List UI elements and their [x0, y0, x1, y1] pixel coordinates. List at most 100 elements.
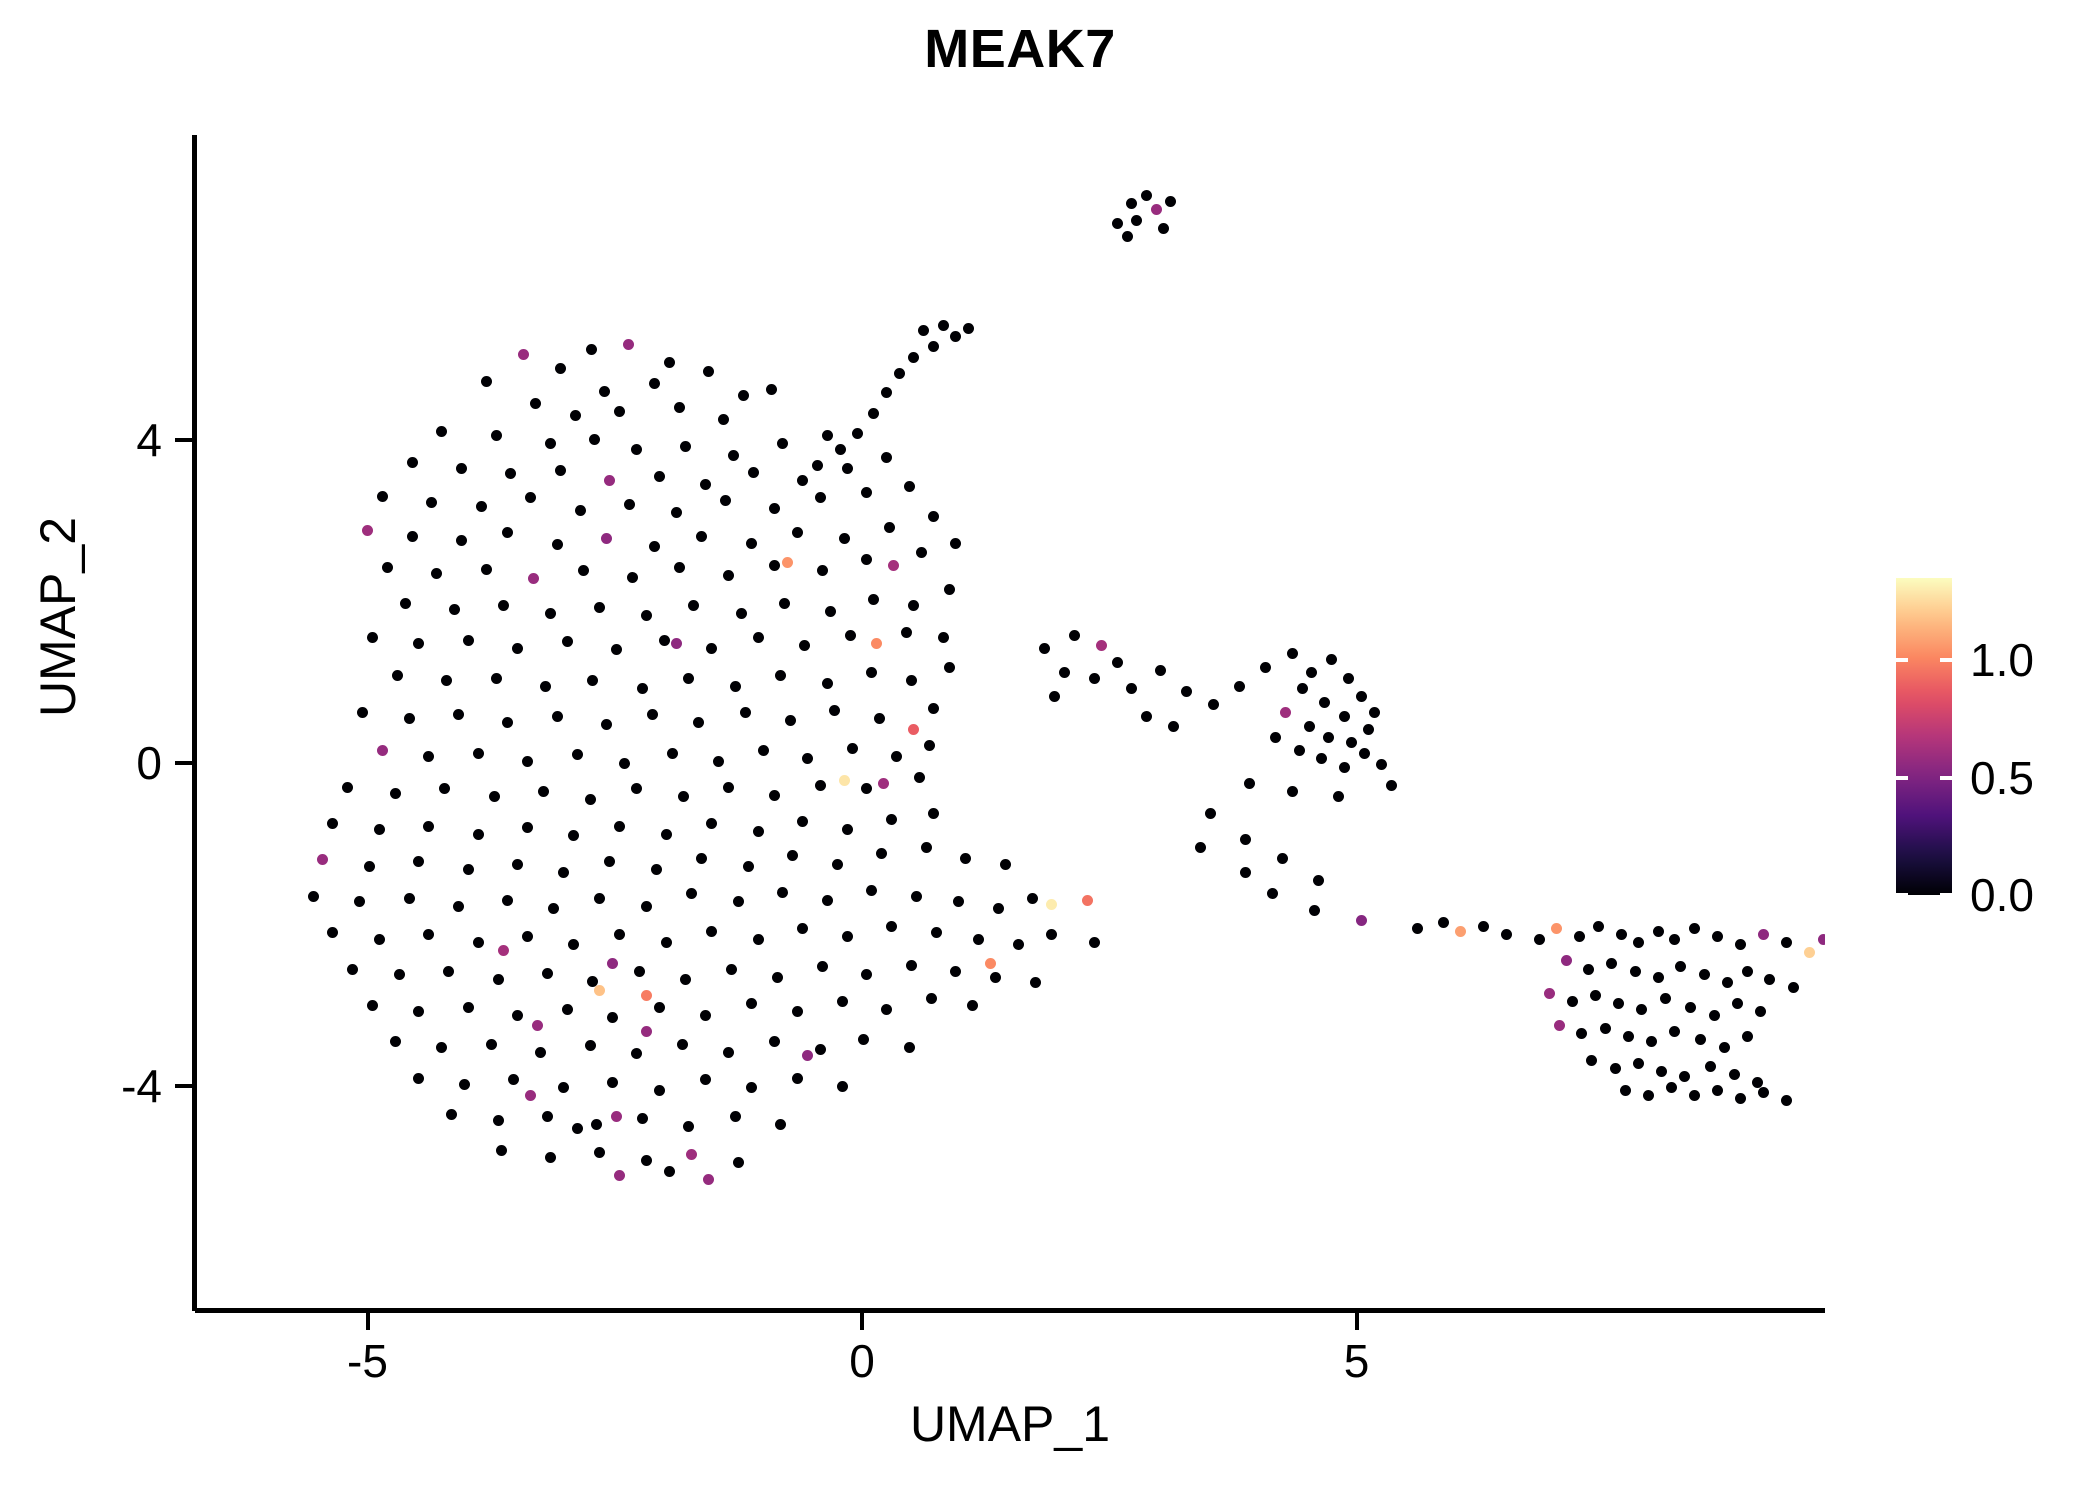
- scatter-point: [787, 850, 799, 862]
- scatter-point: [876, 847, 888, 859]
- scatter-point: [706, 925, 718, 937]
- scatter-point: [881, 387, 893, 399]
- scatter-point: [373, 823, 385, 835]
- scatter-point: [1269, 731, 1281, 743]
- scatter-point: [541, 967, 553, 979]
- scatter-point: [1234, 680, 1246, 692]
- scatter-point: [492, 974, 504, 986]
- scatter-point: [838, 532, 850, 544]
- scatter-point: [488, 791, 500, 803]
- scatter-point: [1613, 998, 1625, 1010]
- scatter-point: [1316, 753, 1328, 765]
- scatter-point: [1622, 1030, 1634, 1042]
- scatter-point: [1573, 931, 1585, 943]
- scatter-point: [631, 1048, 642, 1060]
- scatter-point: [1629, 965, 1641, 977]
- scatter-point: [683, 672, 695, 684]
- scatter-point: [950, 330, 962, 342]
- scatter-point: [811, 460, 823, 472]
- scatter-point: [1323, 731, 1335, 743]
- scatter-point: [676, 1038, 688, 1050]
- scatter-point: [554, 465, 566, 476]
- scatter-point: [1695, 1033, 1707, 1045]
- scatter-point: [611, 644, 623, 656]
- scatter-point: [1240, 834, 1252, 846]
- scatter-point: [1731, 998, 1743, 1010]
- scatter-point: [680, 974, 692, 986]
- scatter-point: [999, 858, 1011, 870]
- x-tick-label: 5: [1343, 1335, 1370, 1387]
- scatter-point: [683, 1121, 695, 1133]
- scatter-point: [594, 985, 606, 997]
- scatter-point: [584, 793, 596, 805]
- scatter-point: [518, 349, 530, 361]
- scatter-point: [1111, 656, 1123, 668]
- scatter-point: [821, 430, 833, 442]
- scatter-point: [423, 820, 435, 832]
- scatter-point: [1583, 963, 1595, 975]
- scatter-point: [389, 1036, 401, 1048]
- x-tick-mark: [860, 1313, 864, 1330]
- scatter-point: [585, 343, 597, 355]
- scatter-point: [446, 1108, 458, 1120]
- scatter-point: [1319, 696, 1331, 708]
- scatter-point: [1721, 977, 1733, 989]
- scatter-point: [1454, 925, 1466, 937]
- scatter-point: [567, 830, 579, 842]
- scatter-point: [907, 599, 919, 611]
- scatter-point: [366, 632, 378, 644]
- scatter-point: [587, 675, 599, 687]
- scatter-point: [1533, 933, 1545, 945]
- scatter-point: [663, 1165, 675, 1177]
- scatter-point: [831, 858, 843, 870]
- scatter-point: [792, 1072, 804, 1084]
- scatter-point: [950, 537, 962, 549]
- scatter-point: [472, 828, 484, 840]
- x-tick-mark: [365, 1313, 370, 1330]
- scatter-point: [967, 999, 979, 1011]
- scatter-point: [752, 826, 764, 838]
- scatter-point: [492, 1114, 504, 1126]
- scatter-point: [614, 406, 626, 418]
- scatter-point: [502, 717, 514, 729]
- scatter-point: [752, 933, 764, 945]
- y-tick-label: 4: [136, 413, 162, 466]
- scatter-point: [1180, 686, 1192, 698]
- scatter-point: [636, 683, 648, 695]
- scatter-point: [403, 713, 415, 725]
- scatter-point: [1655, 1066, 1667, 1078]
- scatter-point: [745, 1082, 757, 1094]
- scatter-point: [866, 885, 878, 897]
- scatter-point: [844, 629, 856, 641]
- scatter-point: [1606, 957, 1618, 969]
- scatter-point: [881, 1003, 893, 1015]
- scatter-point: [567, 939, 579, 951]
- scatter-point: [841, 931, 853, 943]
- scatter-point: [713, 755, 725, 767]
- scatter-point: [1046, 898, 1058, 910]
- y-axis-label: UMAP_2: [30, 516, 86, 718]
- scatter-point: [1346, 737, 1358, 749]
- scatter-point: [1616, 928, 1628, 940]
- scatter-point: [1803, 947, 1815, 959]
- scatter-point: [1675, 961, 1687, 973]
- scatter-point: [522, 755, 534, 767]
- scatter-point: [700, 1009, 712, 1021]
- scatter-point: [376, 745, 388, 757]
- scatter-point: [737, 389, 749, 401]
- scatter-point: [1705, 1060, 1717, 1072]
- scatter-point: [729, 1111, 741, 1123]
- scatter-point: [923, 739, 935, 751]
- scatter-point: [742, 860, 754, 872]
- scatter-point: [317, 854, 329, 866]
- scatter-point: [673, 401, 685, 413]
- scatter-point: [814, 780, 826, 792]
- scatter-point: [792, 1006, 804, 1018]
- scatter-point: [1553, 1020, 1565, 1032]
- scatter-point: [530, 397, 542, 409]
- scatter-point: [1293, 745, 1305, 757]
- scatter-point: [990, 971, 1001, 983]
- scatter-point: [1306, 667, 1318, 678]
- scatter-point: [834, 443, 846, 455]
- scatter-point: [1642, 1090, 1654, 1102]
